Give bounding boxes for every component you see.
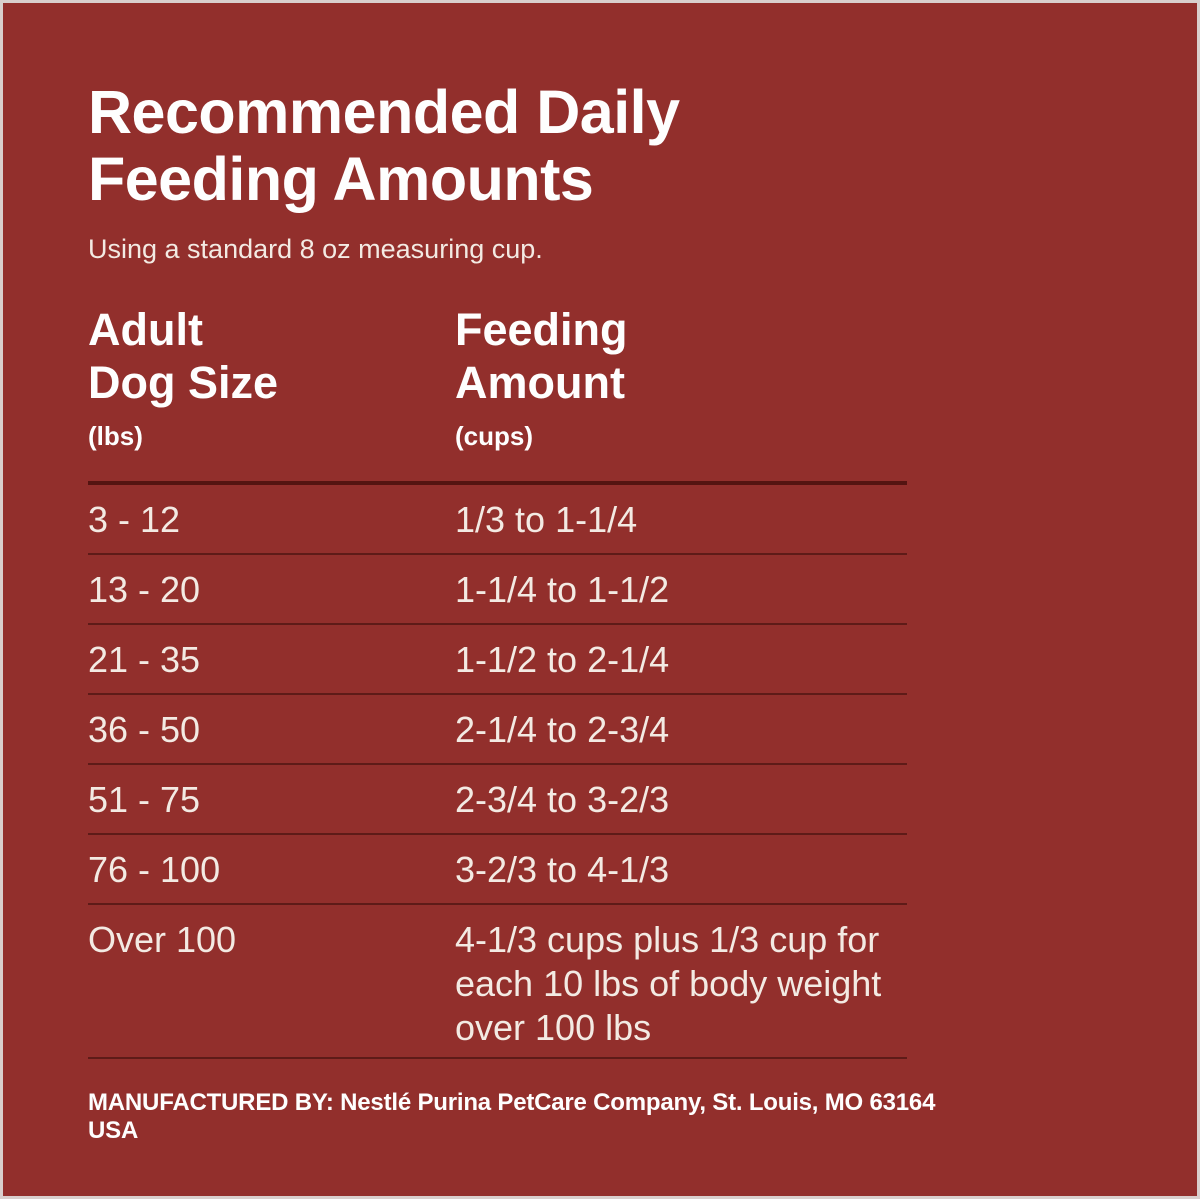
column-header-dog-size-line2: Dog Size — [88, 357, 279, 408]
dog-size-cell: 51 - 75 — [88, 779, 201, 820]
column-unit-cups: (cups) — [455, 421, 533, 451]
feeding-amount-cell: 2-1/4 to 2-3/4 — [455, 709, 670, 750]
dog-size-cell: 76 - 100 — [88, 849, 221, 890]
column-header-feeding-amount-line1: Feeding — [455, 304, 628, 355]
feeding-amount-cell: 2-3/4 to 3-2/3 — [455, 779, 670, 820]
feeding-amount-cell: 4-1/3 cups plus 1/3 cup for each 10 lbs … — [455, 919, 882, 1048]
page-title-line2: Feeding Amounts — [88, 145, 594, 213]
feeding-table: 3 - 12 1/3 to 1-1/4 13 - 20 1-1/4 to 1-1… — [88, 481, 907, 1059]
table-row: 36 - 50 2-1/4 to 2-3/4 — [88, 693, 907, 763]
feeding-amount-cell: 3-2/3 to 4-1/3 — [455, 849, 670, 890]
table-row: 51 - 75 2-3/4 to 3-2/3 — [88, 763, 907, 833]
feeding-amount-cell: 1-1/4 to 1-1/2 — [455, 569, 670, 610]
page-title-line1: Recommended Daily — [88, 78, 680, 146]
column-header-feeding-amount-line2: Amount — [455, 357, 625, 408]
table-header: Adult Dog Size (lbs) Feeding Amount (cup… — [88, 303, 907, 452]
feeding-amount-cell: 1/3 to 1-1/4 — [455, 499, 638, 540]
table-row: Over 100 4-1/3 cups plus 1/3 cup for eac… — [88, 903, 907, 1057]
manufacturer-note: MANUFACTURED BY: Nestlé Purina PetCare C… — [88, 1089, 936, 1144]
dog-size-cell: 21 - 35 — [88, 639, 201, 680]
column-unit-lbs: (lbs) — [88, 421, 143, 451]
dog-size-cell: 13 - 20 — [88, 569, 201, 610]
column-header-feeding-amount: Feeding Amount (cups) — [455, 303, 907, 452]
subtitle: Using a standard 8 oz measuring cup. — [88, 234, 543, 264]
column-header-dog-size: Adult Dog Size (lbs) — [88, 303, 455, 452]
column-header-dog-size-line1: Adult — [88, 304, 203, 355]
feeding-guide-content: Recommended Daily Feeding Amounts Using … — [88, 79, 935, 1145]
dog-size-cell: 36 - 50 — [88, 709, 201, 750]
dog-size-cell: Over 100 — [88, 919, 237, 960]
table-row: 21 - 35 1-1/2 to 2-1/4 — [88, 623, 907, 693]
feeding-amount-cell: 1-1/2 to 2-1/4 — [455, 639, 670, 680]
table-row: 3 - 12 1/3 to 1-1/4 — [88, 481, 907, 553]
table-row: 13 - 20 1-1/4 to 1-1/2 — [88, 553, 907, 623]
dog-size-cell: 3 - 12 — [88, 499, 181, 540]
table-row: 76 - 100 3-2/3 to 4-1/3 — [88, 833, 907, 903]
page-title: Recommended Daily Feeding Amounts — [88, 79, 907, 213]
column-header-feeding-amount-label: Feeding Amount — [455, 303, 907, 409]
column-header-dog-size-label: Adult Dog Size — [88, 303, 455, 409]
